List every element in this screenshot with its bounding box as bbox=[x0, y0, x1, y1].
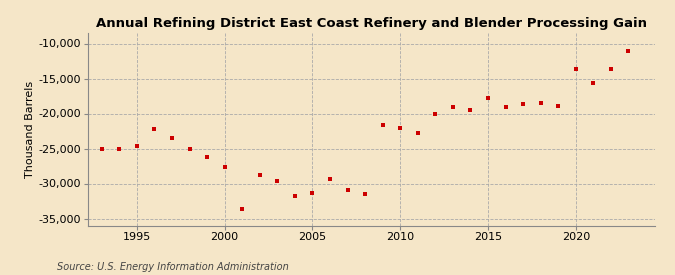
Point bbox=[588, 81, 599, 85]
Point bbox=[202, 155, 213, 159]
Point bbox=[325, 177, 335, 182]
Point bbox=[535, 101, 546, 105]
Point bbox=[500, 104, 511, 109]
Point bbox=[342, 188, 353, 192]
Point bbox=[412, 131, 423, 135]
Point bbox=[97, 146, 107, 151]
Point bbox=[167, 136, 178, 140]
Point bbox=[254, 173, 265, 177]
Point bbox=[623, 49, 634, 53]
Point bbox=[465, 108, 476, 112]
Point bbox=[132, 144, 142, 148]
Point bbox=[570, 67, 581, 71]
Point bbox=[518, 102, 529, 107]
Point bbox=[395, 125, 406, 130]
Title: Annual Refining District East Coast Refinery and Blender Processing Gain: Annual Refining District East Coast Refi… bbox=[96, 17, 647, 31]
Point bbox=[290, 194, 300, 198]
Point bbox=[605, 67, 616, 72]
Point bbox=[149, 127, 160, 131]
Point bbox=[307, 190, 318, 195]
Point bbox=[483, 96, 493, 100]
Point bbox=[219, 165, 230, 170]
Point bbox=[272, 179, 283, 184]
Point bbox=[553, 104, 564, 108]
Point bbox=[360, 192, 371, 196]
Point bbox=[377, 122, 388, 127]
Point bbox=[184, 146, 195, 151]
Point bbox=[448, 105, 458, 109]
Point bbox=[114, 147, 125, 152]
Point bbox=[237, 207, 248, 211]
Y-axis label: Thousand Barrels: Thousand Barrels bbox=[26, 81, 35, 178]
Text: Source: U.S. Energy Information Administration: Source: U.S. Energy Information Administ… bbox=[57, 262, 289, 272]
Point bbox=[430, 112, 441, 116]
